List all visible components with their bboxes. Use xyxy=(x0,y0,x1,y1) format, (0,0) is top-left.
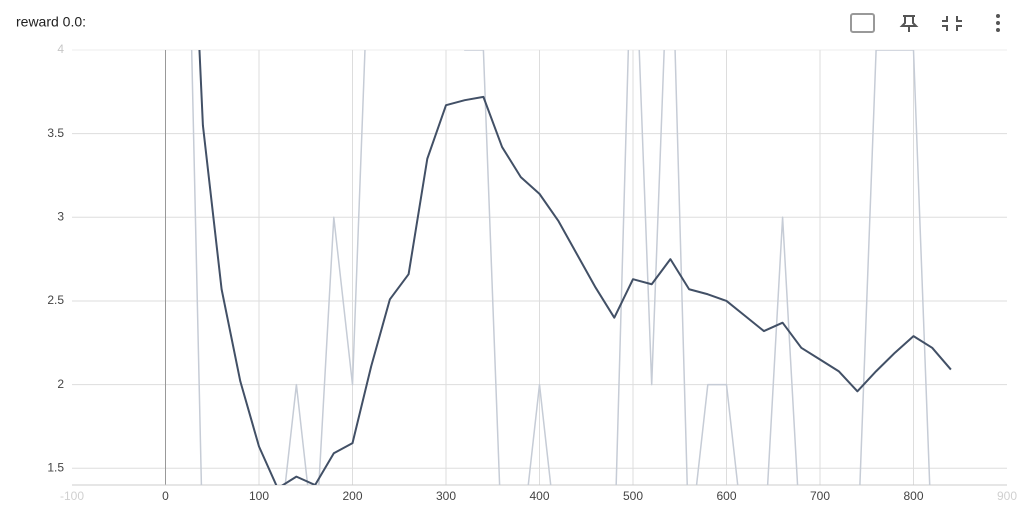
x-tick-label: 100 xyxy=(249,489,269,503)
x-tick-label: 600 xyxy=(716,489,736,503)
x-tick-label: 500 xyxy=(623,489,643,503)
x-tick-label: 800 xyxy=(903,489,923,503)
pin-button[interactable] xyxy=(899,15,919,32)
menu-button[interactable] xyxy=(996,14,1000,32)
toolbar xyxy=(850,13,1000,33)
x-tick-label: 200 xyxy=(342,489,362,503)
chart-title: reward 0.0: xyxy=(16,14,86,30)
x-tick-label: 0 xyxy=(162,489,169,503)
y-tick-label: 2 xyxy=(57,377,64,391)
x-tick-label: 900 xyxy=(997,489,1017,503)
x-tick-label: 400 xyxy=(529,489,549,503)
y-tick-label: 3 xyxy=(57,209,64,223)
x-tick-label: 300 xyxy=(436,489,456,503)
series-line xyxy=(198,50,952,485)
fit-button[interactable] xyxy=(850,13,875,33)
y-tick-label: 4 xyxy=(57,42,64,56)
x-tick-label: -100 xyxy=(60,489,84,503)
collapse-button[interactable] xyxy=(942,16,962,31)
series-line xyxy=(190,50,931,485)
y-tick-label: 2.5 xyxy=(47,293,64,307)
x-tick-label: 700 xyxy=(810,489,830,503)
y-tick-label: 3.5 xyxy=(47,126,64,140)
y-tick-label: 1.5 xyxy=(47,460,64,474)
